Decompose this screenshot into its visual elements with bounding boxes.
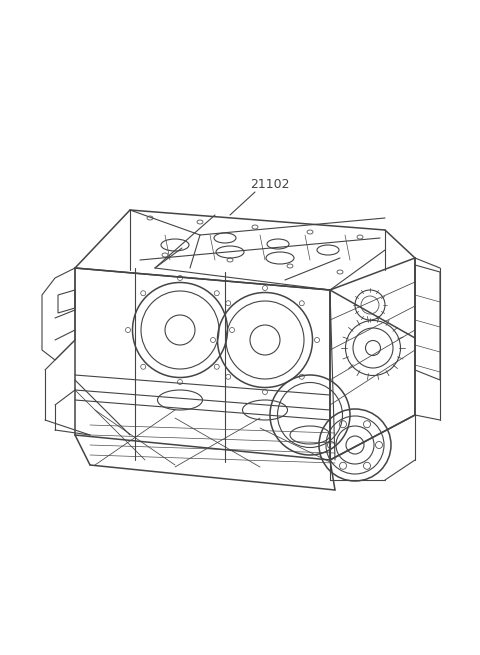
- Text: 21102: 21102: [250, 179, 290, 191]
